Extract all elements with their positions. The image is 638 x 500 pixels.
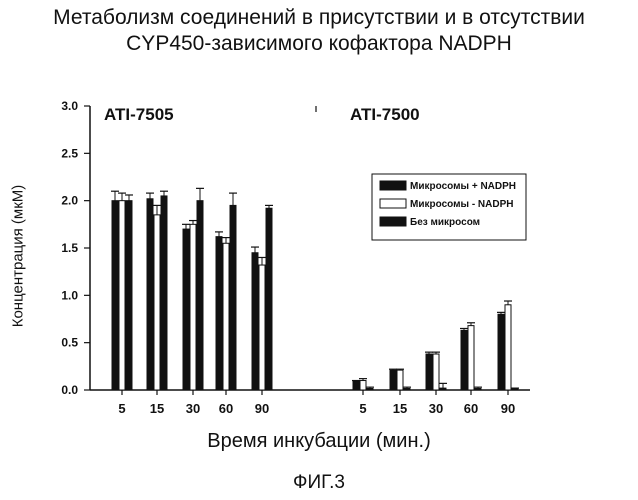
bar	[425, 353, 433, 391]
bar	[251, 252, 259, 391]
bar	[432, 353, 440, 391]
bar	[504, 304, 512, 391]
legend-swatch	[379, 216, 407, 227]
bar	[396, 369, 404, 391]
legend-entry: Без микросом	[410, 217, 480, 228]
bar	[146, 198, 154, 391]
bar	[460, 329, 468, 391]
legend-swatch	[379, 198, 407, 209]
bar	[403, 388, 411, 391]
chart-title-line-1: Метаболизм соединений в присутствии и в …	[53, 6, 585, 29]
x-tick-label: 30	[429, 401, 443, 416]
x-tick-label: 60	[219, 401, 233, 416]
y-tick-label: 1.0	[61, 288, 78, 302]
bar	[474, 388, 482, 391]
x-tick-label: 5	[118, 401, 125, 416]
bar	[366, 388, 374, 391]
x-tick-label: 60	[464, 401, 478, 416]
figure-label: ФИГ.3	[293, 472, 345, 493]
y-tick-label: 1.5	[61, 241, 78, 255]
legend-entry: Микросомы + NADPH	[410, 181, 516, 192]
bar	[222, 242, 230, 391]
legend-entry: Микросомы - NADPH	[410, 199, 514, 210]
bar	[511, 388, 519, 391]
x-tick-label: 30	[186, 401, 200, 416]
panel-title-1: ATI-7505	[104, 105, 174, 124]
bar	[182, 228, 190, 391]
bar	[111, 200, 119, 391]
bar	[189, 223, 197, 391]
y-tick-label: 0.0	[61, 383, 78, 397]
bar	[265, 207, 273, 391]
chart-title-line-2: CYP450-зависимого кофактора NADPH	[126, 32, 512, 55]
panel-title-2: ATI-7500	[350, 105, 420, 124]
legend-swatch	[379, 180, 407, 191]
x-tick-label: 90	[255, 401, 269, 416]
bar	[359, 380, 367, 391]
bar	[229, 204, 237, 391]
bar	[497, 313, 505, 391]
bar	[118, 200, 126, 391]
x-tick-label: 5	[359, 401, 366, 416]
x-tick-label: 15	[150, 401, 164, 416]
x-axis-label: Время инкубации (мин.)	[207, 430, 431, 452]
y-tick-label: 2.5	[61, 146, 78, 160]
y-tick-label: 0.5	[61, 336, 78, 350]
bar	[215, 236, 223, 391]
y-tick-label: 2.0	[61, 194, 78, 208]
bar	[352, 380, 360, 391]
bar	[160, 195, 168, 391]
bar	[439, 387, 447, 391]
y-tick-label: 3.0	[61, 99, 78, 113]
bar	[125, 200, 133, 391]
bar	[258, 264, 266, 391]
bar	[467, 325, 475, 391]
x-tick-label: 90	[501, 401, 515, 416]
bar	[389, 369, 397, 391]
x-tick-label: 15	[393, 401, 407, 416]
bar	[196, 200, 204, 391]
bar	[153, 214, 161, 391]
